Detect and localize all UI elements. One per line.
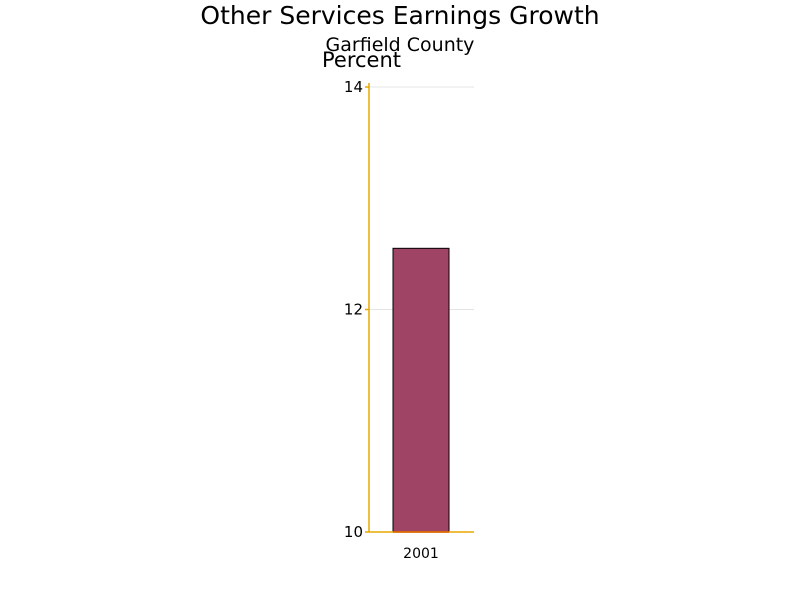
- y-axis-label: Percent: [322, 48, 402, 72]
- bar: [392, 247, 450, 533]
- chart-subtitle: Garfield County: [325, 34, 475, 56]
- y-tick-label: 10: [344, 523, 363, 541]
- x-tick-label: 2001: [403, 546, 439, 562]
- chart-title: Other Services Earnings Growth: [200, 1, 600, 30]
- y-tick-label: 14: [344, 78, 363, 96]
- y-tick-label: 12: [344, 301, 363, 319]
